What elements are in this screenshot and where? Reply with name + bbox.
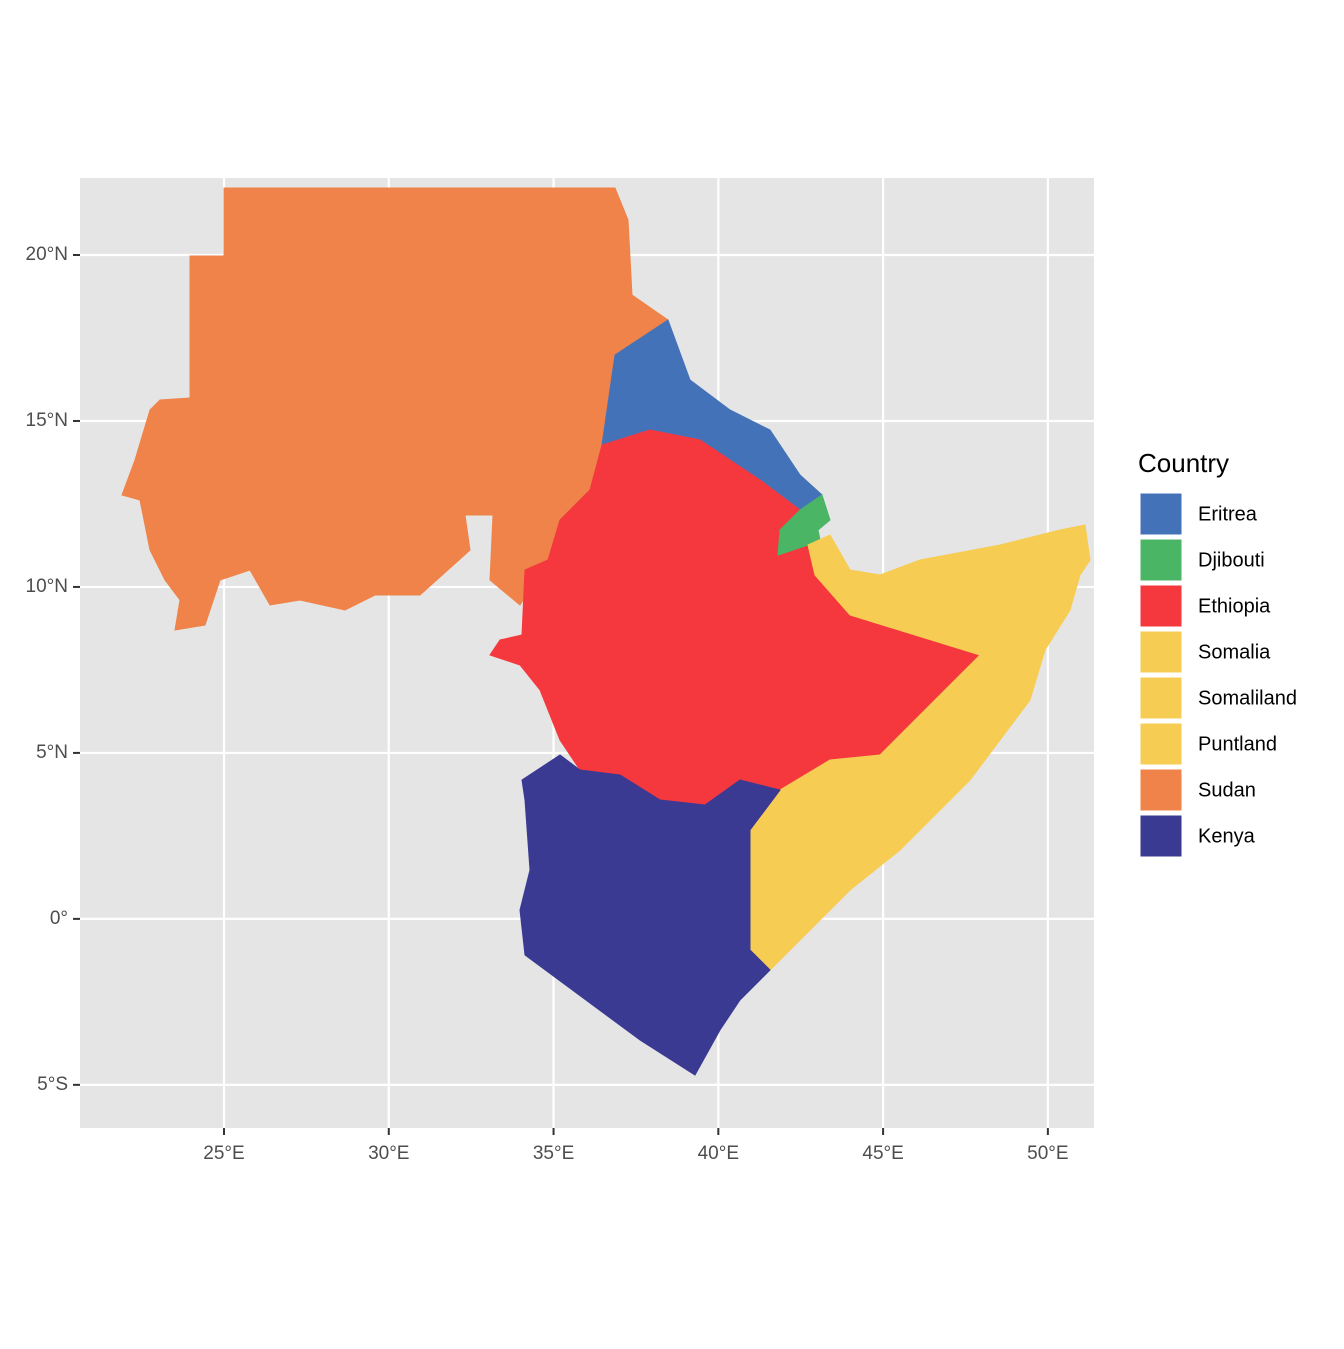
legend-title: Country: [1138, 448, 1229, 478]
legend-label: Eritrea: [1198, 503, 1258, 525]
y-tick-label: 5°S: [37, 1074, 68, 1095]
x-tick-label: 35°E: [533, 1143, 574, 1164]
x-tick-label: 45°E: [862, 1143, 903, 1164]
legend-label: Sudan: [1198, 779, 1256, 801]
legend-label: Kenya: [1198, 825, 1256, 847]
legend-key: [1139, 630, 1183, 674]
x-tick-label: 30°E: [368, 1143, 409, 1164]
legend-key: [1139, 492, 1183, 536]
legend-label: Puntland: [1198, 733, 1277, 755]
y-tick-label: 20°N: [26, 244, 68, 265]
legend-key: [1139, 814, 1183, 858]
legend-key: [1139, 676, 1183, 720]
legend-label: Djibouti: [1198, 549, 1265, 571]
legend-key: [1139, 584, 1183, 628]
x-tick-label: 40°E: [698, 1143, 739, 1164]
legend-label: Somalia: [1198, 641, 1271, 663]
y-tick-label: 5°N: [36, 742, 68, 763]
region: [519, 754, 781, 1076]
legend-key: [1139, 538, 1183, 582]
y-tick-label: 10°N: [26, 576, 68, 597]
y-tick-label: 15°N: [26, 410, 68, 431]
legend-label: Somaliland: [1198, 687, 1297, 709]
legend-key: [1139, 722, 1183, 766]
x-tick-label: 50°E: [1027, 1143, 1068, 1164]
y-tick-label: 0°: [50, 908, 68, 929]
region: [749, 524, 1091, 971]
x-tick-label: 25°E: [203, 1143, 244, 1164]
legend-key: [1139, 768, 1183, 812]
legend-label: Ethiopia: [1198, 595, 1271, 617]
